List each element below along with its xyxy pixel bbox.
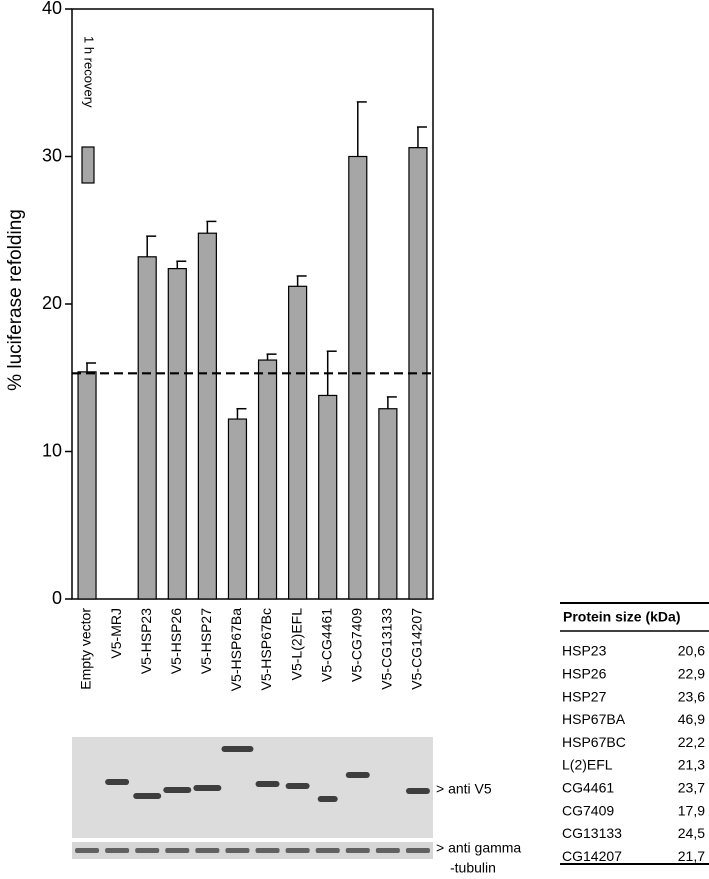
y-tick-label: 0 — [52, 588, 62, 608]
blot-band — [75, 848, 100, 853]
y-tick-label: 10 — [42, 440, 62, 460]
x-tick-label: V5-L(2)EFL — [288, 608, 304, 681]
table-cell: HSP26 — [562, 666, 607, 682]
y-tick-label: 30 — [42, 145, 62, 165]
table-cell: CG13133 — [562, 825, 622, 841]
legend-swatch — [81, 146, 95, 184]
x-tick-label: V5-HSP67Bc — [258, 608, 274, 690]
bar — [137, 256, 157, 600]
blot-band — [345, 772, 370, 778]
bar — [257, 359, 278, 600]
legend-label: 1 h recovery — [82, 36, 97, 108]
blot-band — [135, 848, 160, 853]
blot-band — [221, 746, 254, 752]
bar — [77, 371, 97, 600]
bar — [227, 418, 248, 600]
bar — [197, 232, 217, 600]
table-cell: 21,3 — [678, 757, 705, 773]
x-tick-label: V5-MRJ — [108, 608, 124, 659]
table-cell: HSP23 — [562, 643, 607, 659]
x-tick-label: V5-CG13133 — [379, 608, 395, 690]
table-cell: 21,7 — [678, 848, 705, 864]
table-cell: 23,6 — [678, 688, 705, 704]
table-cell: CG14207 — [562, 848, 622, 864]
blot-band — [317, 796, 338, 802]
y-tick-label: 40 — [42, 0, 62, 18]
blot-band — [255, 848, 280, 853]
blot-band — [195, 848, 220, 853]
x-tick-label: V5-HSP26 — [168, 608, 184, 674]
blot-band — [285, 783, 310, 789]
table-cell: HSP27 — [562, 688, 607, 704]
blot-label: > anti V5 — [436, 781, 492, 797]
table-cell: 46,9 — [678, 711, 705, 727]
x-tick-label: V5-HSP67Ba — [228, 608, 244, 691]
table-cell: 20,6 — [678, 643, 705, 659]
table-cell: 23,7 — [678, 780, 705, 796]
blot-band — [375, 848, 400, 853]
blot-bands — [75, 746, 430, 853]
table-cell: 24,5 — [678, 825, 705, 841]
table-cell: 22,2 — [678, 734, 705, 750]
blot-band — [133, 793, 162, 799]
table-cell: L(2)EFL — [562, 757, 613, 773]
blot-band — [405, 788, 430, 794]
y-tick-label: 20 — [42, 293, 62, 313]
blot-band — [193, 785, 222, 791]
x-tick-label: V5-HSP27 — [198, 608, 214, 674]
bar — [288, 285, 308, 600]
blot-band — [225, 848, 250, 853]
x-tick-label: Empty vector — [78, 608, 94, 690]
x-tick-label: V5-CG7409 — [348, 608, 364, 682]
x-tick-label: V5-HSP23 — [138, 608, 154, 674]
blot-tubulin — [72, 842, 433, 859]
blot-label: > anti gamma — [436, 840, 521, 856]
blot-band — [285, 848, 310, 853]
blot-band — [345, 848, 370, 853]
blot-band — [255, 781, 280, 787]
table-cell: CG7409 — [562, 802, 614, 818]
blot-label: -tubulin — [450, 860, 496, 876]
table-header: Protein size (kDa) — [563, 609, 680, 625]
bar — [348, 155, 368, 600]
blot-band — [105, 848, 130, 853]
bar — [167, 268, 187, 600]
blot-v5 — [72, 737, 433, 838]
bar — [318, 394, 338, 600]
bar — [378, 408, 398, 600]
table-cell: HSP67BC — [562, 734, 626, 750]
table-cell: 17,9 — [678, 802, 705, 818]
table-cell: HSP67BA — [562, 711, 626, 727]
blot-band — [165, 848, 190, 853]
blot-band — [163, 787, 192, 793]
x-tick-label: V5-CG4461 — [318, 608, 334, 682]
table-cell: CG4461 — [562, 780, 614, 796]
x-tick-label: V5-CG14207 — [409, 608, 425, 690]
blot-band — [315, 848, 340, 853]
table-cell: 22,9 — [678, 666, 705, 682]
blot-band — [405, 848, 430, 853]
blot-band — [105, 779, 130, 785]
y-axis-label: % luciferase refolding — [5, 209, 26, 391]
